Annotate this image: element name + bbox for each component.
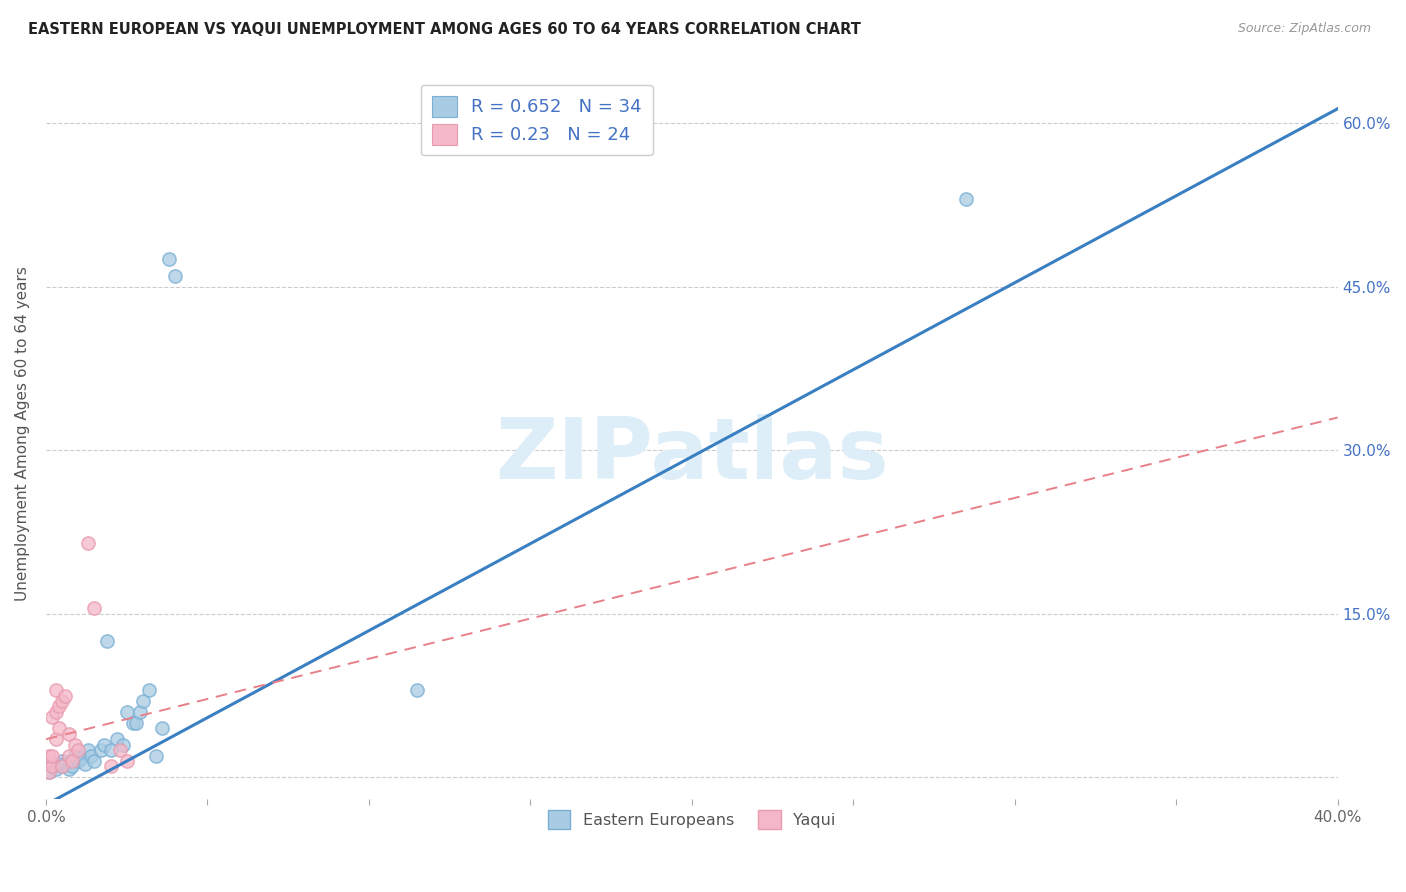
- Text: Source: ZipAtlas.com: Source: ZipAtlas.com: [1237, 22, 1371, 36]
- Point: [53, 757, 76, 772]
- Point: [45, 705, 67, 719]
- Point: [48, 757, 70, 772]
- Point: [38, 764, 60, 779]
- Point: [60, 759, 83, 773]
- Y-axis label: Unemployment Among Ages 60 to 64 years: Unemployment Among Ages 60 to 64 years: [15, 267, 30, 601]
- Point: [58, 727, 80, 741]
- Point: [67, 754, 90, 768]
- Point: [73, 757, 96, 772]
- Point: [45, 732, 67, 747]
- Point: [128, 705, 150, 719]
- Point: [165, 268, 187, 283]
- Point: [125, 715, 148, 730]
- Point: [145, 748, 167, 763]
- Point: [38, 764, 60, 779]
- Point: [41, 748, 63, 763]
- Legend: Eastern Europeans, Yaqui: Eastern Europeans, Yaqui: [541, 804, 842, 835]
- Point: [157, 252, 180, 267]
- Point: [51, 759, 73, 773]
- Point: [132, 694, 155, 708]
- Point: [90, 743, 112, 757]
- Point: [96, 634, 118, 648]
- Point: [60, 754, 83, 768]
- Text: ZIPatlas: ZIPatlas: [495, 414, 889, 497]
- Point: [53, 689, 76, 703]
- Point: [48, 721, 70, 735]
- Point: [38, 748, 60, 763]
- Point: [51, 754, 73, 768]
- Point: [77, 743, 100, 757]
- Point: [80, 748, 103, 763]
- Point: [110, 743, 132, 757]
- Point: [83, 754, 105, 768]
- Point: [77, 536, 100, 550]
- Point: [100, 759, 122, 773]
- Point: [406, 683, 429, 698]
- Point: [105, 732, 128, 747]
- Point: [51, 759, 73, 773]
- Point: [70, 750, 93, 764]
- Point: [955, 193, 977, 207]
- Point: [63, 738, 86, 752]
- Point: [41, 759, 63, 773]
- Point: [45, 683, 67, 698]
- Point: [58, 762, 80, 776]
- Point: [51, 694, 73, 708]
- Point: [83, 601, 105, 615]
- Point: [112, 738, 135, 752]
- Point: [58, 748, 80, 763]
- Point: [67, 743, 90, 757]
- Point: [115, 754, 138, 768]
- Point: [63, 748, 86, 763]
- Point: [45, 762, 67, 776]
- Text: EASTERN EUROPEAN VS YAQUI UNEMPLOYMENT AMONG AGES 60 TO 64 YEARS CORRELATION CHA: EASTERN EUROPEAN VS YAQUI UNEMPLOYMENT A…: [28, 22, 860, 37]
- Point: [150, 721, 173, 735]
- Point: [38, 754, 60, 768]
- Point: [93, 738, 115, 752]
- Point: [48, 699, 70, 714]
- Point: [115, 705, 138, 719]
- Point: [122, 715, 145, 730]
- Point: [100, 743, 122, 757]
- Point: [138, 683, 160, 698]
- Point: [41, 710, 63, 724]
- Point: [41, 759, 63, 773]
